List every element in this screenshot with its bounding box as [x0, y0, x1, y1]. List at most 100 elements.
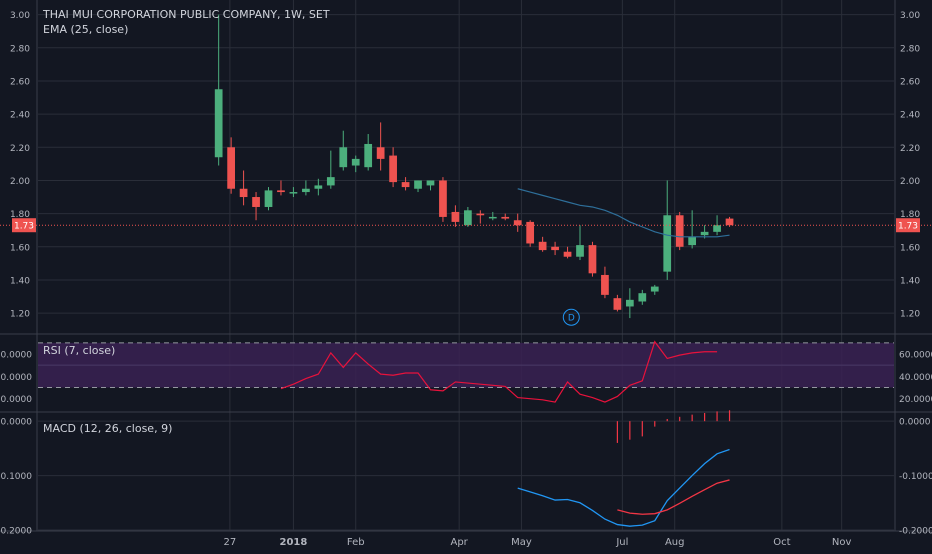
- price-axis-label-right: 1.40: [900, 276, 920, 286]
- candle-up: [663, 215, 672, 272]
- candle-down: [675, 215, 684, 247]
- last-price-label-left: 1.73: [14, 222, 34, 232]
- candle-down: [252, 197, 260, 207]
- rsi-axis-label-left: 60.0000: [0, 351, 32, 361]
- ema-legend: EMA (25, close): [43, 23, 128, 36]
- candle-up: [264, 190, 273, 207]
- last-price-badge-right: [896, 218, 920, 233]
- grid-lines: [38, 0, 894, 531]
- candle-down: [725, 218, 734, 226]
- candle-up: [364, 143, 373, 168]
- candle-up: [339, 147, 348, 168]
- price-axis-label-left: 2.40: [10, 111, 30, 121]
- price-axis-label-left: 1.20: [10, 310, 30, 320]
- rsi-band: [38, 342, 894, 389]
- price-axis-label-right: 1.60: [900, 243, 920, 253]
- time-axis-label: Oct: [773, 537, 790, 548]
- candle-up: [314, 185, 323, 189]
- price-axis-label-left: 2.20: [10, 144, 30, 154]
- rsi-legend: RSI (7, close): [43, 344, 115, 357]
- price-axis-label-right: 2.00: [900, 177, 920, 187]
- rsi-line: [280, 340, 718, 403]
- candle-up: [302, 188, 310, 193]
- time-axis-label: 2018: [280, 537, 308, 548]
- price-pane[interactable]: 1.73 1.73 D: [0, 14, 932, 326]
- axis-labels: 27 2018 Feb Apr May Jul Aug Oct Nov 3.00 3.00 2.80 2…: [0, 11, 932, 548]
- candle-down: [501, 216, 510, 219]
- rsi-axis-label-left: 20.0000: [0, 395, 32, 405]
- time-axis-label: Apr: [450, 537, 468, 548]
- candle-up: [650, 286, 659, 292]
- candle-down: [563, 251, 572, 257]
- candle-up: [700, 231, 709, 236]
- candle-down: [476, 213, 485, 216]
- candle-down: [538, 241, 547, 251]
- candle-up: [426, 180, 435, 186]
- price-axis-label-right: 2.80: [900, 44, 920, 54]
- candle-up: [576, 245, 584, 257]
- macd-legend: MACD (12, 26, close, 9): [43, 422, 172, 435]
- last-price-badge-left: [12, 218, 36, 233]
- macd-axis-label-left: -0.2000: [0, 527, 32, 537]
- candle-down: [277, 190, 285, 193]
- candle-down: [389, 155, 397, 183]
- price-axis-label-left: 3.00: [10, 11, 30, 21]
- candle-up: [464, 210, 472, 226]
- chart-title: THAI MUI CORPORATION PUBLIC COMPANY, 1W,…: [42, 8, 330, 21]
- candle-down: [513, 220, 522, 226]
- macd-axis-label-right: -0.2000: [899, 527, 932, 537]
- candle-down: [451, 211, 460, 222]
- price-axis-label-left: 1.80: [10, 210, 30, 220]
- candle-up: [638, 293, 647, 302]
- macd-pane[interactable]: [517, 410, 731, 527]
- candle-down: [439, 180, 447, 217]
- price-axis-label-left: 2.60: [10, 77, 30, 87]
- macd-signal-line: [617, 479, 730, 515]
- time-axis-label: 27: [224, 537, 237, 548]
- candle-up: [289, 192, 298, 194]
- macd-axis-label-right: -0.1000: [899, 472, 932, 482]
- rsi-pane[interactable]: [280, 340, 718, 403]
- dividend-marker-icon: [562, 308, 580, 326]
- price-axis-label-left: 1.60: [10, 243, 30, 253]
- candle-down: [601, 274, 609, 295]
- candle-up: [488, 216, 497, 219]
- candle-down: [526, 221, 535, 244]
- price-axis-label-left: 2.00: [10, 177, 30, 187]
- rsi-axis-label-left: 40.0000: [0, 373, 32, 383]
- candle-down: [227, 147, 235, 189]
- time-axis-label: Nov: [832, 537, 852, 548]
- last-price-label-right: 1.73: [898, 222, 918, 232]
- price-axis-label-right: 2.60: [900, 77, 920, 87]
- candle-down: [239, 188, 248, 198]
- time-axis-label: May: [511, 537, 532, 548]
- candle-up: [625, 299, 634, 307]
- candle-up: [326, 177, 335, 186]
- price-axis-label-right: 1.80: [900, 210, 920, 220]
- candle-up: [688, 236, 697, 246]
- dividend-marker-label: D: [568, 314, 575, 324]
- macd-axis-label-left: 0.0000: [1, 418, 33, 428]
- candle-up: [414, 180, 422, 189]
- candle-up: [351, 158, 360, 166]
- time-axis-label: Jul: [615, 537, 628, 548]
- rsi-axis-label-right: 20.0000: [899, 395, 932, 405]
- price-axis-label-right: 3.00: [900, 11, 920, 21]
- time-axis-label: Aug: [665, 537, 685, 548]
- price-axis-label-right: 2.40: [900, 111, 920, 121]
- time-axis-label: Feb: [347, 537, 365, 548]
- candle-down: [613, 298, 622, 310]
- candle-up: [214, 89, 223, 158]
- price-axis-label-left: 1.40: [10, 276, 30, 286]
- ema-line: [517, 188, 730, 238]
- candle-down: [401, 182, 410, 188]
- macd-axis-label-right: 0.0000: [899, 418, 931, 428]
- price-axis-label-right: 1.20: [900, 310, 920, 320]
- price-axis-label-left: 2.80: [10, 44, 30, 54]
- candle-down: [551, 246, 559, 251]
- price-axis-label-right: 2.20: [900, 144, 920, 154]
- rsi-axis-label-right: 60.0000: [899, 351, 932, 361]
